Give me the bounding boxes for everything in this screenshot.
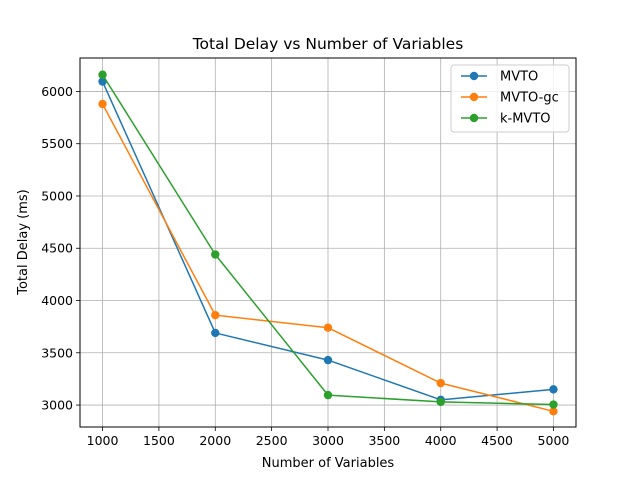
legend-label-k-mvto: k-MVTO — [500, 112, 551, 127]
legend-marker-mvto-gc — [469, 92, 479, 102]
y-tick-label: 6000 — [41, 84, 73, 99]
data-point-mvto-gc — [211, 310, 220, 320]
legend-marker-k-mvto — [469, 113, 479, 123]
x-tick-label: 3500 — [368, 433, 400, 448]
legend-label-mvto: MVTO — [500, 70, 538, 85]
x-axis: 1000 1500 2000 2500 3000 3500 4000 4500 5000 — [87, 427, 570, 448]
legend-marker-mvto — [469, 71, 479, 81]
data-point-k-mvto — [98, 70, 107, 79]
legend-box — [450, 64, 570, 133]
data-point-mvto-gc — [549, 407, 558, 416]
data-point-k-mvto — [436, 397, 445, 407]
y-tick-label: 4500 — [41, 241, 73, 256]
data-point-mvto-gc — [323, 323, 333, 332]
y-axis-label: Total Delay (ms) — [16, 189, 31, 296]
y-tick-label: 4000 — [41, 293, 73, 308]
data-point-k-mvto — [549, 400, 558, 409]
data-point-k-mvto — [323, 390, 333, 400]
x-tick-label: 2500 — [256, 433, 288, 448]
y-tick-label: 3500 — [41, 345, 73, 360]
data-point-mvto-gc — [436, 378, 445, 388]
x-tick-label: 4500 — [481, 433, 513, 448]
x-tick-label: 1000 — [87, 433, 119, 448]
data-point-mvto — [211, 328, 220, 338]
x-tick-label: 5000 — [538, 433, 570, 448]
y-tick-label: 5500 — [41, 136, 73, 151]
data-point-k-mvto — [211, 250, 220, 259]
x-tick-label: 2000 — [199, 433, 231, 448]
y-axis: 3000 3500 4000 4500 5000 5500 6000 — [41, 84, 80, 413]
legend: MVTO MVTO-gc k-MVTO — [450, 64, 570, 133]
data-point-mvto — [549, 385, 558, 394]
y-tick-label: 3000 — [41, 398, 73, 413]
chart-title: Total Delay vs Number of Variables — [192, 35, 464, 53]
x-tick-label: 1500 — [143, 433, 175, 448]
legend-label-mvto-gc: MVTO-gc — [500, 91, 559, 106]
x-axis-label: Number of Variables — [262, 456, 395, 471]
y-tick-label: 5000 — [41, 188, 73, 203]
series-group — [98, 70, 558, 416]
data-point-mvto — [323, 355, 333, 365]
x-tick-label: 3000 — [312, 433, 344, 448]
data-point-mvto-gc — [98, 99, 107, 109]
x-tick-label: 4000 — [425, 433, 457, 448]
